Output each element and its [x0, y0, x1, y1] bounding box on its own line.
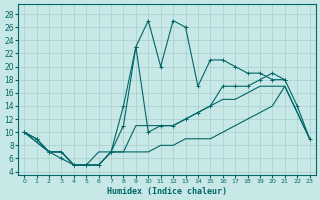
X-axis label: Humidex (Indice chaleur): Humidex (Indice chaleur) [107, 187, 227, 196]
